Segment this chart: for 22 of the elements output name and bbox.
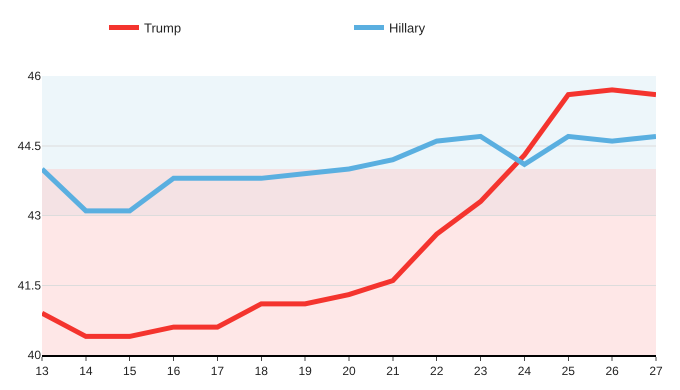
y-tick-label: 46	[28, 69, 42, 84]
x-tick-label: 24	[518, 364, 532, 378]
x-tick-label: 19	[298, 364, 312, 378]
x-tick-label: 20	[342, 364, 356, 378]
y-tick-label: 43	[28, 208, 42, 223]
x-tick-label: 21	[386, 364, 400, 378]
y-tick-label: 40	[28, 348, 42, 362]
legend-label: Hillary	[389, 20, 426, 36]
y-tick-label: 41.5	[18, 278, 42, 292]
x-tick-label: 22	[430, 364, 444, 378]
x-tick-label: 25	[562, 364, 576, 378]
x-tick-label: 26	[605, 364, 620, 378]
x-tick-label: 14	[79, 364, 93, 378]
x-tick-label: 23	[474, 364, 488, 378]
legend-label: Trump	[144, 20, 182, 36]
y-tick-label: 44.5	[18, 138, 42, 153]
x-tick-label: 18	[254, 364, 268, 378]
x-tick-label: 27	[649, 364, 663, 378]
x-tick-label: 13	[35, 364, 49, 378]
x-tick-label: 17	[210, 364, 224, 378]
x-tick-label: 16	[166, 364, 181, 378]
x-tick-label: 15	[123, 364, 137, 378]
